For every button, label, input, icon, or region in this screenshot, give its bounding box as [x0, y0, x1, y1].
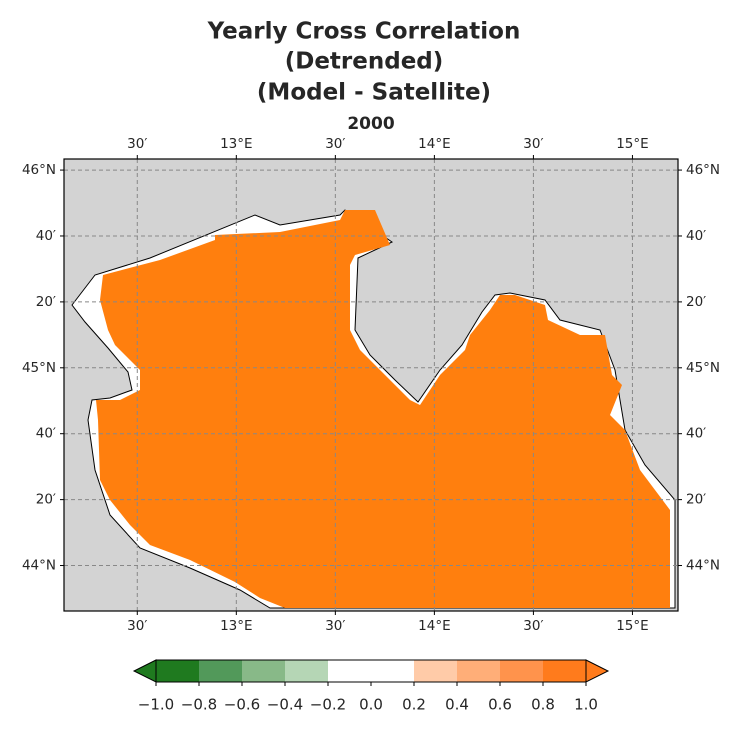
colorbar-extend [132, 659, 157, 683]
title-line: (Model - Satellite) [257, 80, 491, 106]
lon-tick-label: 15°E [616, 136, 648, 152]
lat-tick-label: 20′ [686, 294, 706, 310]
lat-tick-label: 46°N [22, 162, 56, 178]
map-frame [63, 158, 679, 612]
lon-tick-label: 13°E [220, 618, 252, 634]
lon-tick-label: 15°E [616, 618, 648, 634]
colorbar-extend [585, 659, 610, 683]
colorbar-tick-label: 0.4 [445, 696, 469, 714]
lat-tick-label: 40′ [686, 426, 706, 442]
colorbar-tick-label: −0.2 [310, 696, 346, 714]
colorbar-segment [457, 660, 500, 682]
colorbar-tick-label: 0.0 [359, 696, 383, 714]
lon-tick-label: 14°E [418, 136, 450, 152]
colorbar-segment [199, 660, 242, 682]
lon-tick-label: 30′ [325, 136, 345, 152]
title-line: Yearly Cross Correlation [207, 19, 521, 45]
colorbar-tick-label: 1.0 [574, 696, 598, 714]
colorbar-tick-label: −0.8 [181, 696, 217, 714]
lat-tick-label: 45°N [686, 360, 720, 376]
colorbar-segment [371, 660, 414, 682]
colorbar-segment [500, 660, 543, 682]
colorbar-segment [414, 660, 457, 682]
lon-tick-label: 30′ [127, 618, 147, 634]
lat-tick-label: 40′ [686, 228, 706, 244]
colorbar-tick-label: 0.2 [402, 696, 426, 714]
title-line: (Detrended) [285, 49, 444, 75]
colorbar-segment [328, 660, 371, 682]
colorbar-segment [156, 660, 199, 682]
lat-tick-label: 46°N [686, 162, 720, 178]
lat-tick-label: 40′ [36, 228, 56, 244]
lat-tick-label: 20′ [36, 492, 56, 508]
lon-tick-label: 30′ [325, 618, 345, 634]
subtitle: 2000 [347, 114, 394, 134]
lat-tick-label: 20′ [36, 294, 56, 310]
lat-tick-label: 40′ [36, 426, 56, 442]
colorbar-tick-label: −0.4 [267, 696, 303, 714]
colorbar-segment [543, 660, 586, 682]
lon-tick-label: 13°E [220, 136, 252, 152]
lon-tick-label: 30′ [523, 618, 543, 634]
lat-tick-label: 44°N [22, 558, 56, 574]
colorbar-tick-label: 0.6 [488, 696, 512, 714]
lon-tick-label: 30′ [127, 136, 147, 152]
colorbar-tick-label: −1.0 [138, 696, 174, 714]
colorbar-segment [242, 660, 285, 682]
lon-tick-label: 14°E [418, 618, 450, 634]
colorbar-tick-label: −0.6 [224, 696, 260, 714]
lat-tick-label: 44°N [686, 558, 720, 574]
colorbar-segment [285, 660, 328, 682]
lon-tick-label: 30′ [523, 136, 543, 152]
lat-tick-label: 45°N [22, 360, 56, 376]
correlation-field [96, 210, 670, 608]
lat-tick-label: 20′ [686, 492, 706, 508]
colorbar-tick-label: 0.8 [531, 696, 555, 714]
